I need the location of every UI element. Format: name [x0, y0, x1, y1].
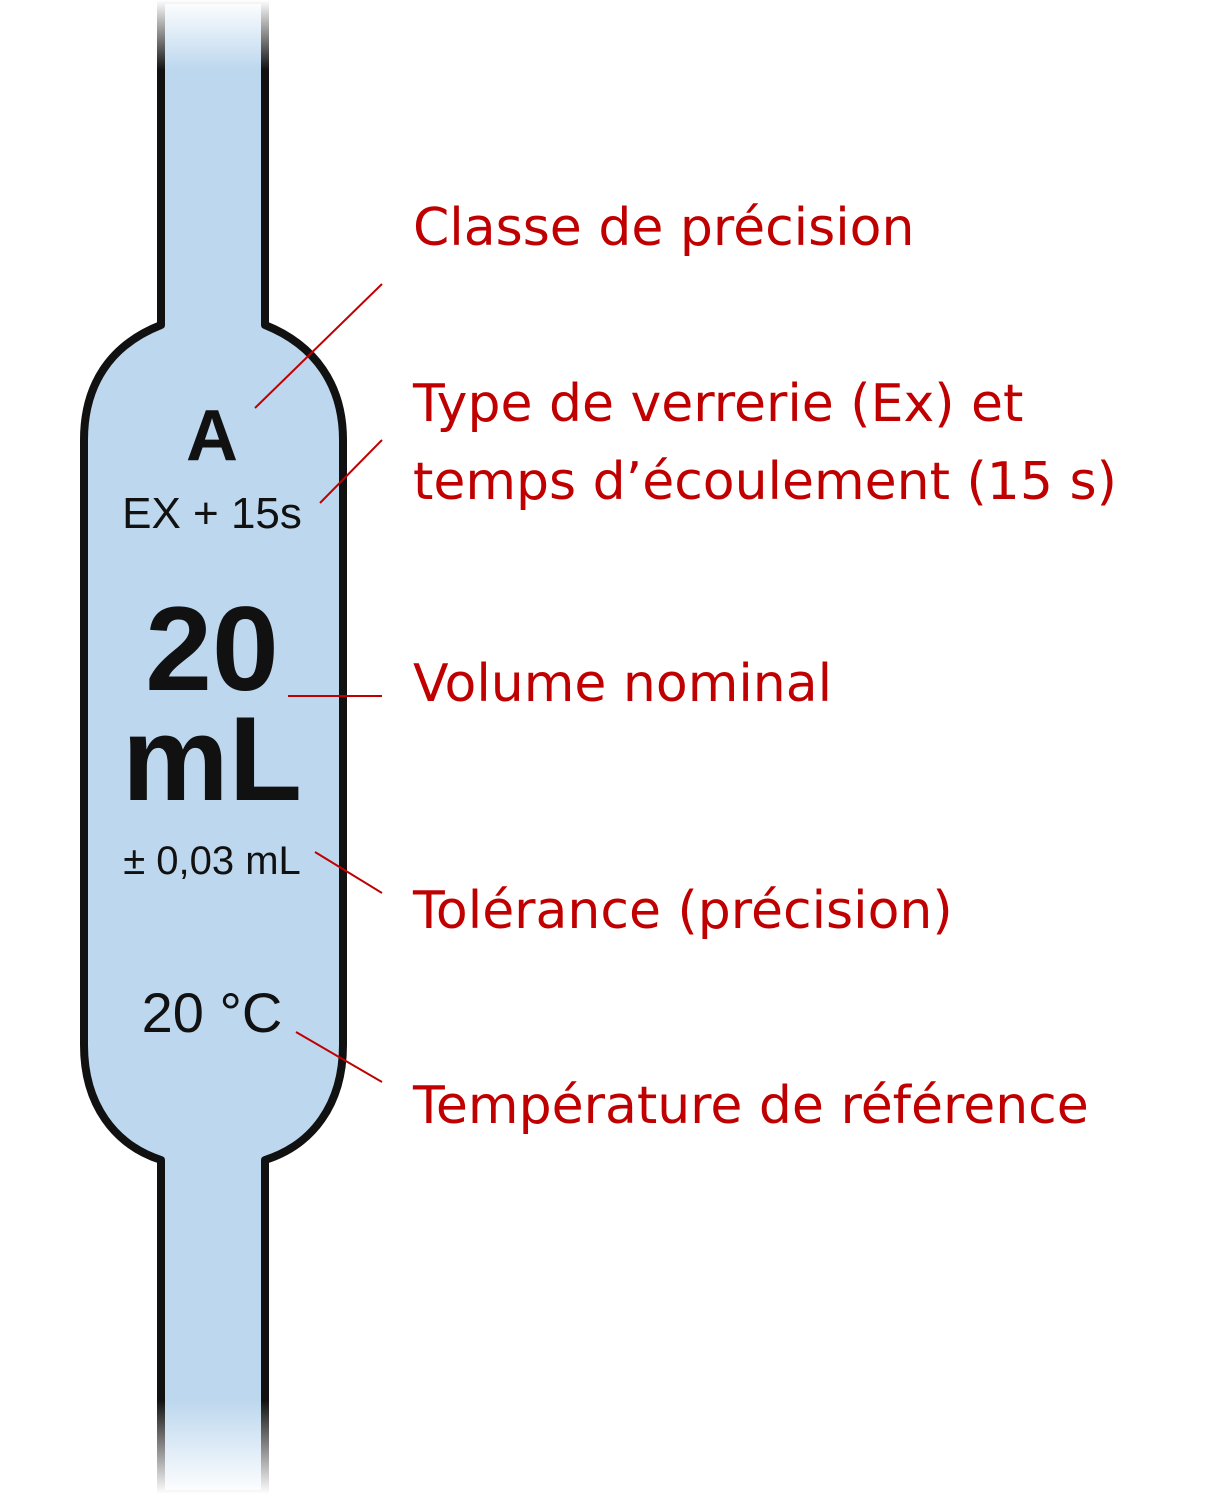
type-mark: EX + 15s	[122, 489, 302, 538]
stem-top-fade	[140, 0, 290, 70]
callout-temperature: Température de référence	[412, 1076, 1089, 1136]
stem-bottom-fade	[140, 1400, 290, 1494]
tolerance-mark: ± 0,03 mL	[123, 839, 301, 883]
callout-tolerance: Tolérance (précision)	[412, 881, 953, 941]
class-mark: A	[186, 396, 238, 476]
callout-type-line1: Type de verrerie (Ex) et	[412, 374, 1023, 434]
volume-unit: mL	[122, 692, 302, 826]
leader-line-temperature	[295, 1031, 383, 1083]
callout-volume: Volume nominal	[413, 654, 832, 714]
callout-type-line2: temps d’écoulement (15 s)	[413, 452, 1117, 512]
leader-lines	[254, 283, 383, 1083]
leader-line-class	[254, 283, 383, 409]
pipette-outline	[80, 0, 347, 1494]
leader-line-tolerance	[314, 851, 383, 894]
leader-line-type	[319, 439, 383, 504]
callout-class: Classe de précision	[413, 198, 914, 258]
volume-value: 20	[145, 582, 278, 716]
temperature-mark: 20 °C	[142, 981, 283, 1044]
